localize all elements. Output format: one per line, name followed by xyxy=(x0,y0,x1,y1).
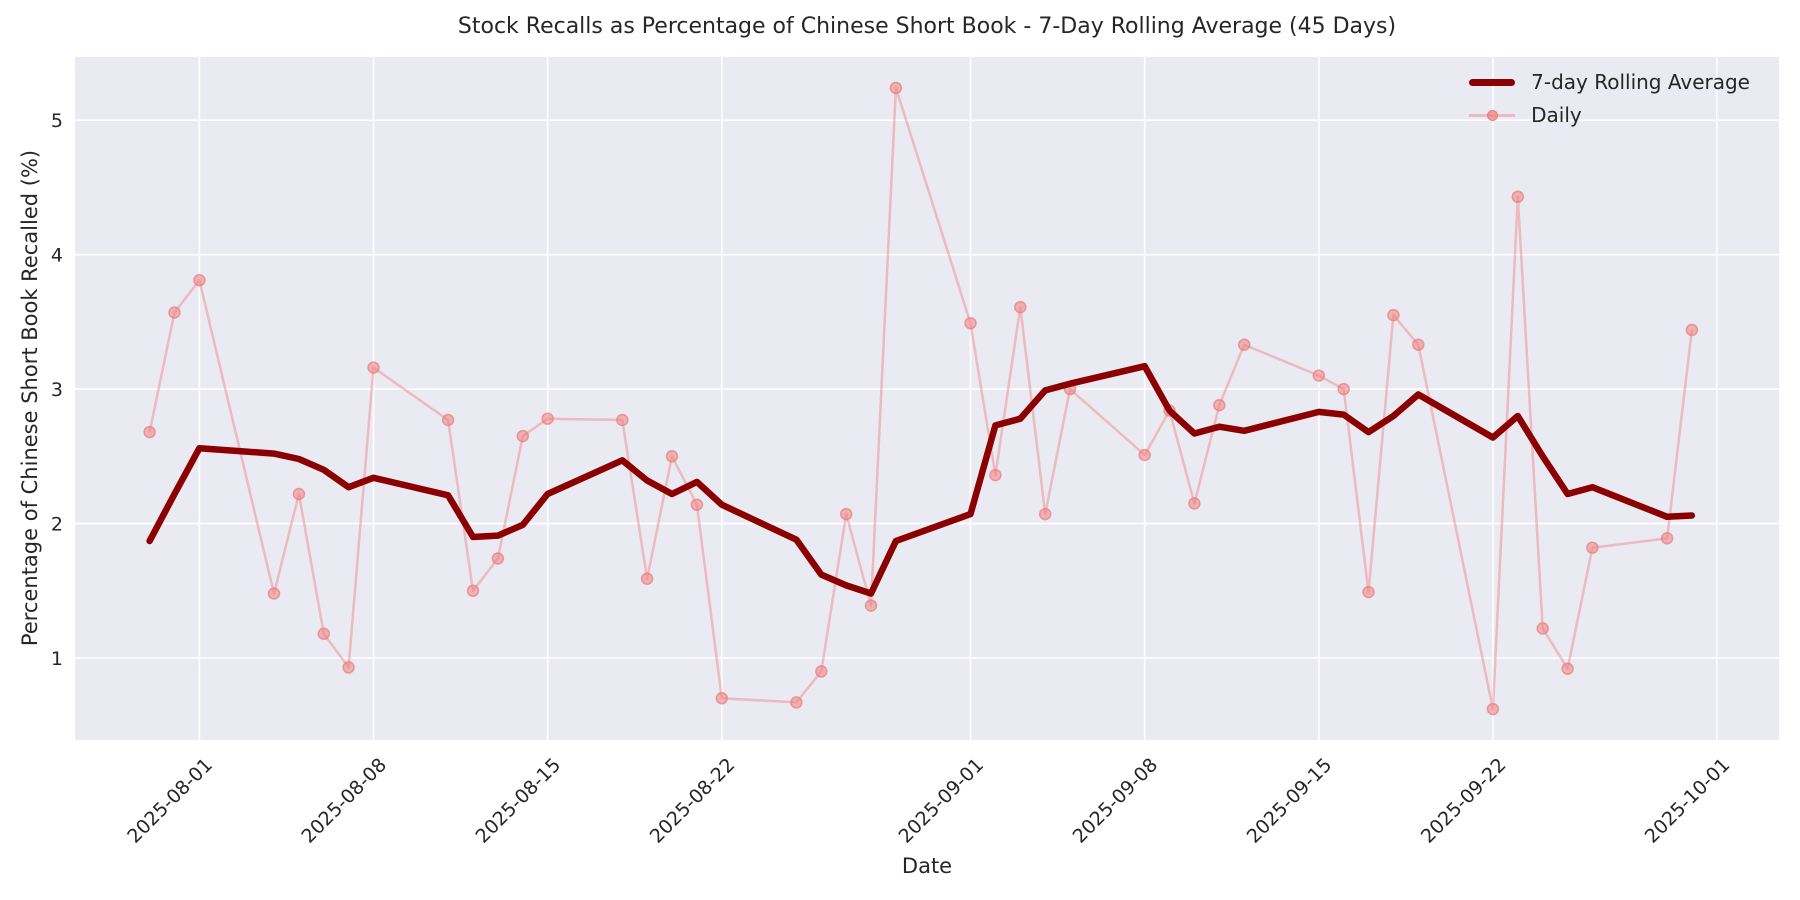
legend-label-daily: Daily xyxy=(1531,103,1582,127)
x-tick-label: 2025-10-01 xyxy=(1641,754,1735,848)
daily-marker xyxy=(690,498,704,511)
x-tick-label: 2025-08-08 xyxy=(297,754,391,848)
daily-marker xyxy=(491,552,505,565)
daily-marker xyxy=(267,587,281,600)
y-tick-label: 5 xyxy=(51,110,63,132)
daily-marker xyxy=(516,429,530,443)
daily-marker xyxy=(1362,585,1375,599)
daily-marker xyxy=(367,361,380,374)
x-tick-label: 2025-08-01 xyxy=(123,754,217,848)
daily-marker xyxy=(889,81,903,95)
daily-marker xyxy=(1511,190,1525,204)
legend-entry-daily: Daily xyxy=(1469,103,1750,127)
daily-marker xyxy=(1685,323,1699,337)
daily-marker xyxy=(1213,398,1226,412)
daily-marker xyxy=(790,696,803,709)
daily-marker xyxy=(1038,507,1052,521)
daily-marker xyxy=(1387,308,1400,322)
daily-marker xyxy=(1412,338,1425,351)
x-tick-label: 2025-09-08 xyxy=(1069,754,1163,848)
daily-marker xyxy=(1237,338,1251,351)
daily-line-swatch xyxy=(1469,108,1516,122)
daily-marker xyxy=(193,273,206,287)
daily-marker xyxy=(1660,532,1674,545)
legend: 7-day Rolling Average Daily xyxy=(1469,70,1750,127)
daily-marker xyxy=(1014,300,1027,314)
daily-marker xyxy=(541,412,554,425)
x-tick-label: 2025-09-22 xyxy=(1417,754,1511,848)
daily-marker xyxy=(1586,541,1599,554)
daily-marker xyxy=(1486,702,1500,716)
rolling-average-line xyxy=(146,362,1696,597)
daily-marker xyxy=(839,507,853,521)
daily-marker xyxy=(640,572,654,585)
daily-marker xyxy=(665,450,679,463)
daily-marker xyxy=(143,425,156,439)
daily-marker xyxy=(317,627,331,641)
daily-marker xyxy=(815,665,828,678)
daily-marker xyxy=(964,316,977,330)
daily-marker xyxy=(1188,497,1201,510)
daily-marker xyxy=(715,692,729,705)
daily-marker xyxy=(1312,369,1326,382)
y-axis-label: Percentage of Chinese Short Book Recalle… xyxy=(18,149,42,647)
x-tick-label: 2025-08-15 xyxy=(472,754,566,848)
plot-background xyxy=(75,57,1779,740)
daily-marker xyxy=(292,487,306,501)
daily-marker xyxy=(1561,662,1574,675)
y-tick-label: 4 xyxy=(51,245,63,267)
legend-label-rolling-average: 7-day Rolling Average xyxy=(1531,70,1750,94)
daily-marker xyxy=(1337,382,1350,396)
daily-marker xyxy=(864,599,878,612)
y-tick-label: 1 xyxy=(51,648,63,670)
y-tick-label: 2 xyxy=(51,514,63,536)
daily-marker xyxy=(616,413,629,427)
x-tick-label: 2025-09-01 xyxy=(894,754,988,848)
x-tick-label: 2025-09-15 xyxy=(1243,754,1337,848)
daily-marker xyxy=(989,468,1002,482)
chart-title: Stock Recalls as Percentage of Chinese S… xyxy=(457,14,1397,39)
legend-entry-rolling-average: 7-day Rolling Average xyxy=(1469,70,1750,94)
x-axis-label: Date xyxy=(901,854,953,878)
y-tick-label: 3 xyxy=(51,379,63,401)
x-tick-label: 2025-08-22 xyxy=(646,754,740,848)
daily-marker xyxy=(1138,448,1151,462)
daily-marker xyxy=(168,306,181,319)
rolling-average-line-swatch xyxy=(1469,78,1516,86)
daily-marker xyxy=(342,661,355,674)
daily-marker xyxy=(466,584,480,598)
daily-marker xyxy=(441,413,455,427)
daily-marker xyxy=(1536,622,1549,635)
